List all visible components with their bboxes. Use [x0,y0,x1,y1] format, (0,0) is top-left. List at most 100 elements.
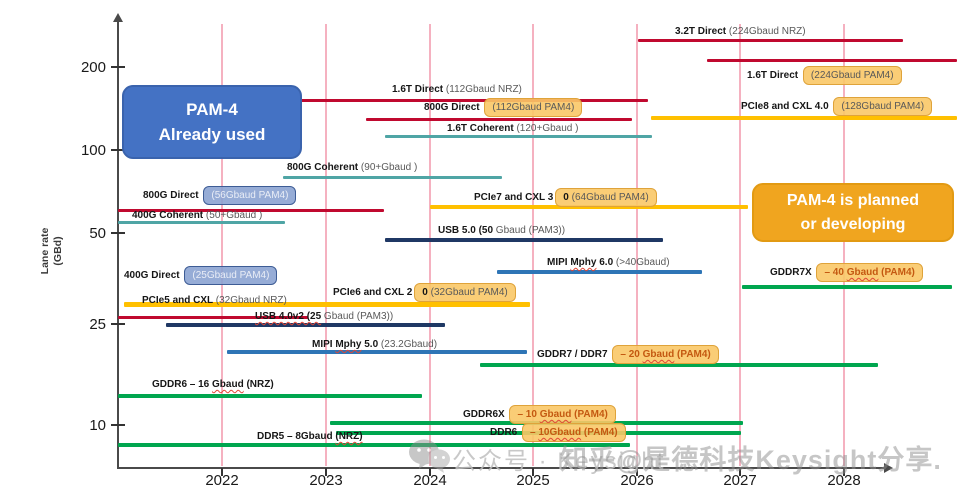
label-gddr7x: GDDR7X – 40 Gbaud (PAM4) [770,263,923,282]
x-axis-line [117,467,886,469]
y-tick-label-100: 100 [80,142,106,159]
label-text: (50+Gbaud ) [205,210,263,221]
label-gddr6: GDDR6 – 16 Gbaud (NRZ) [152,378,274,391]
label-d800g_pam4: 800G Direct (112Gbaud PAM4) [424,98,583,117]
annotation-line: Already used [158,125,266,144]
spec-box: (25Gbaud PAM4) [184,266,278,285]
label-text: 1.6T Direct [747,70,801,81]
label-usb4: USB 4.0v2 (25 Gbaud (PAM3)) [255,310,393,323]
label-d16t_pam4: 1.6T Direct (224Gbaud PAM4) [747,66,902,85]
x-tick-2026 [636,468,638,476]
gridline-2026 [636,24,638,466]
label-text: – 40 [824,267,847,278]
label-text: 800G Direct [143,190,202,201]
spec-box: – 40 Gbaud (PAM4) [816,263,923,282]
label-text: 400G Direct [124,270,183,281]
label-d16t_nrz: 1.6T Direct (112Gbaud NRZ) [392,83,522,96]
label-text: (112Gbaud PAM4) [492,102,575,113]
spec-box: 0 (32Gbaud PAM4) [414,283,516,302]
label-text: Gbaud [539,409,572,420]
bar-ddr5 [118,443,630,447]
label-text: (PAM4) [571,409,608,420]
x-tick-label-2025: 2025 [516,472,550,489]
spec-box: (224Gbaud PAM4) [802,66,902,85]
bar-d800g_pam4 [366,117,632,121]
label-c16t: 1.6T Coherent (120+Gbaud ) [447,122,578,135]
bar-pcie8 [651,116,957,120]
x-tick-label-2028: 2028 [827,472,861,489]
label-mipi5: MIPI Mphy 5.0 (23.2Gbaud) [312,338,437,351]
bar-c800g [283,175,502,179]
label-text: (64Gbaud PAM4) [571,192,649,203]
bar-d800g_56 [118,208,384,212]
x-tick-label-2026: 2026 [620,472,654,489]
label-text: 0 [422,287,431,298]
bar-gddr7 [480,363,878,367]
bar-c16t [385,134,652,138]
label-text: PCIe7 and CXL 3 [474,192,554,203]
x-tick-2023 [325,468,327,476]
label-text: Mphy [335,339,362,350]
label-text: (23.2Gbaud) [380,339,438,350]
bar-d16t_pam4 [707,58,957,62]
label-text: Mphy [570,257,597,268]
y-axis-title-line1: Lane rate [39,227,51,275]
label-text: (128Gbaud PAM4) [841,101,925,112]
label-text: (224Gbaud NRZ) [728,26,806,37]
label-text: Gbaud [642,349,675,360]
spec-box: (112Gbaud PAM4) [484,98,583,117]
x-tick-label-2023: 2023 [309,472,343,489]
y-axis-title: Lane rate (GBd) [39,221,65,281]
label-d800g_56: 800G Direct (56Gbaud PAM4) [143,186,297,205]
label-text: GDDR6X [463,409,508,420]
label-text: DDR5 – 8Gbaud [257,431,336,442]
x-tick-2027 [739,468,741,476]
y-tick-10 [111,424,125,426]
label-text: USB 5.0 (50 [438,225,494,236]
y-tick-label-200: 200 [80,59,106,76]
label-d400g_25: 400G Direct (25Gbaud PAM4) [124,266,278,285]
label-text: (56Gbaud PAM4) [211,190,289,201]
gridline-2024 [429,24,431,466]
y-axis-title-line2: (GBd) [52,236,64,266]
x-tick-2025 [532,468,534,476]
spec-box: (56Gbaud PAM4) [203,186,297,205]
label-gddr6x: GDDR6X – 10 Gbaud (PAM4) [463,405,616,424]
label-d32t_nrz: 3.2T Direct (224Gbaud NRZ) [675,25,806,38]
label-text: – 20 [620,349,643,360]
annotation-line: or developing [800,215,906,233]
label-text: 10Gbaud [538,427,582,438]
label-text: (NRZ) [243,379,274,390]
label-text: (32Gbaud NRZ) [215,295,287,306]
label-text: (PAM4) [878,267,915,278]
bar-d32t_nrz [638,38,903,42]
label-text: PCIe5 and CXL [142,295,216,306]
annotation-pam4-used: PAM-4 Already used [122,85,302,159]
y-tick-50 [111,232,125,234]
label-ddr6: DDR6 – 10Gbaud (PAM4) [490,423,626,442]
label-ddr5: DDR5 – 8Gbaud (NRZ) [257,430,363,443]
label-text: 1.6T Coherent [447,123,517,134]
gridline-2023 [325,24,327,466]
label-usb5: USB 5.0 (50 Gbaud (PAM3)) [438,224,565,237]
bar-usb4 [166,323,445,327]
annotation-pam4-planned: PAM-4 is planned or developing [752,183,954,242]
label-pcie5: PCIe5 and CXL (32Gbaud NRZ) [142,294,287,307]
label-text: (224Gbaud PAM4) [810,70,894,81]
bar-mipi6 [497,270,702,274]
label-text: MIPI [312,339,336,350]
x-tick-label-2027: 2027 [723,472,757,489]
spec-box: 0 (64Gbaud PAM4) [555,188,657,207]
bar-mipi5 [227,350,527,354]
bar-d400g_25 [118,315,308,319]
gridline-2027 [739,24,741,466]
label-text: DDR6 [490,427,521,438]
label-c400g: 400G Coherent (50+Gbaud ) [132,209,262,222]
x-tick-label-2024: 2024 [413,472,447,489]
label-pcie8: PCIe8 and CXL 4.0 (128Gbaud PAM4) [741,97,933,116]
label-text: (112Gbaud NRZ) [445,84,522,95]
x-tick-label-2022: 2022 [205,472,239,489]
